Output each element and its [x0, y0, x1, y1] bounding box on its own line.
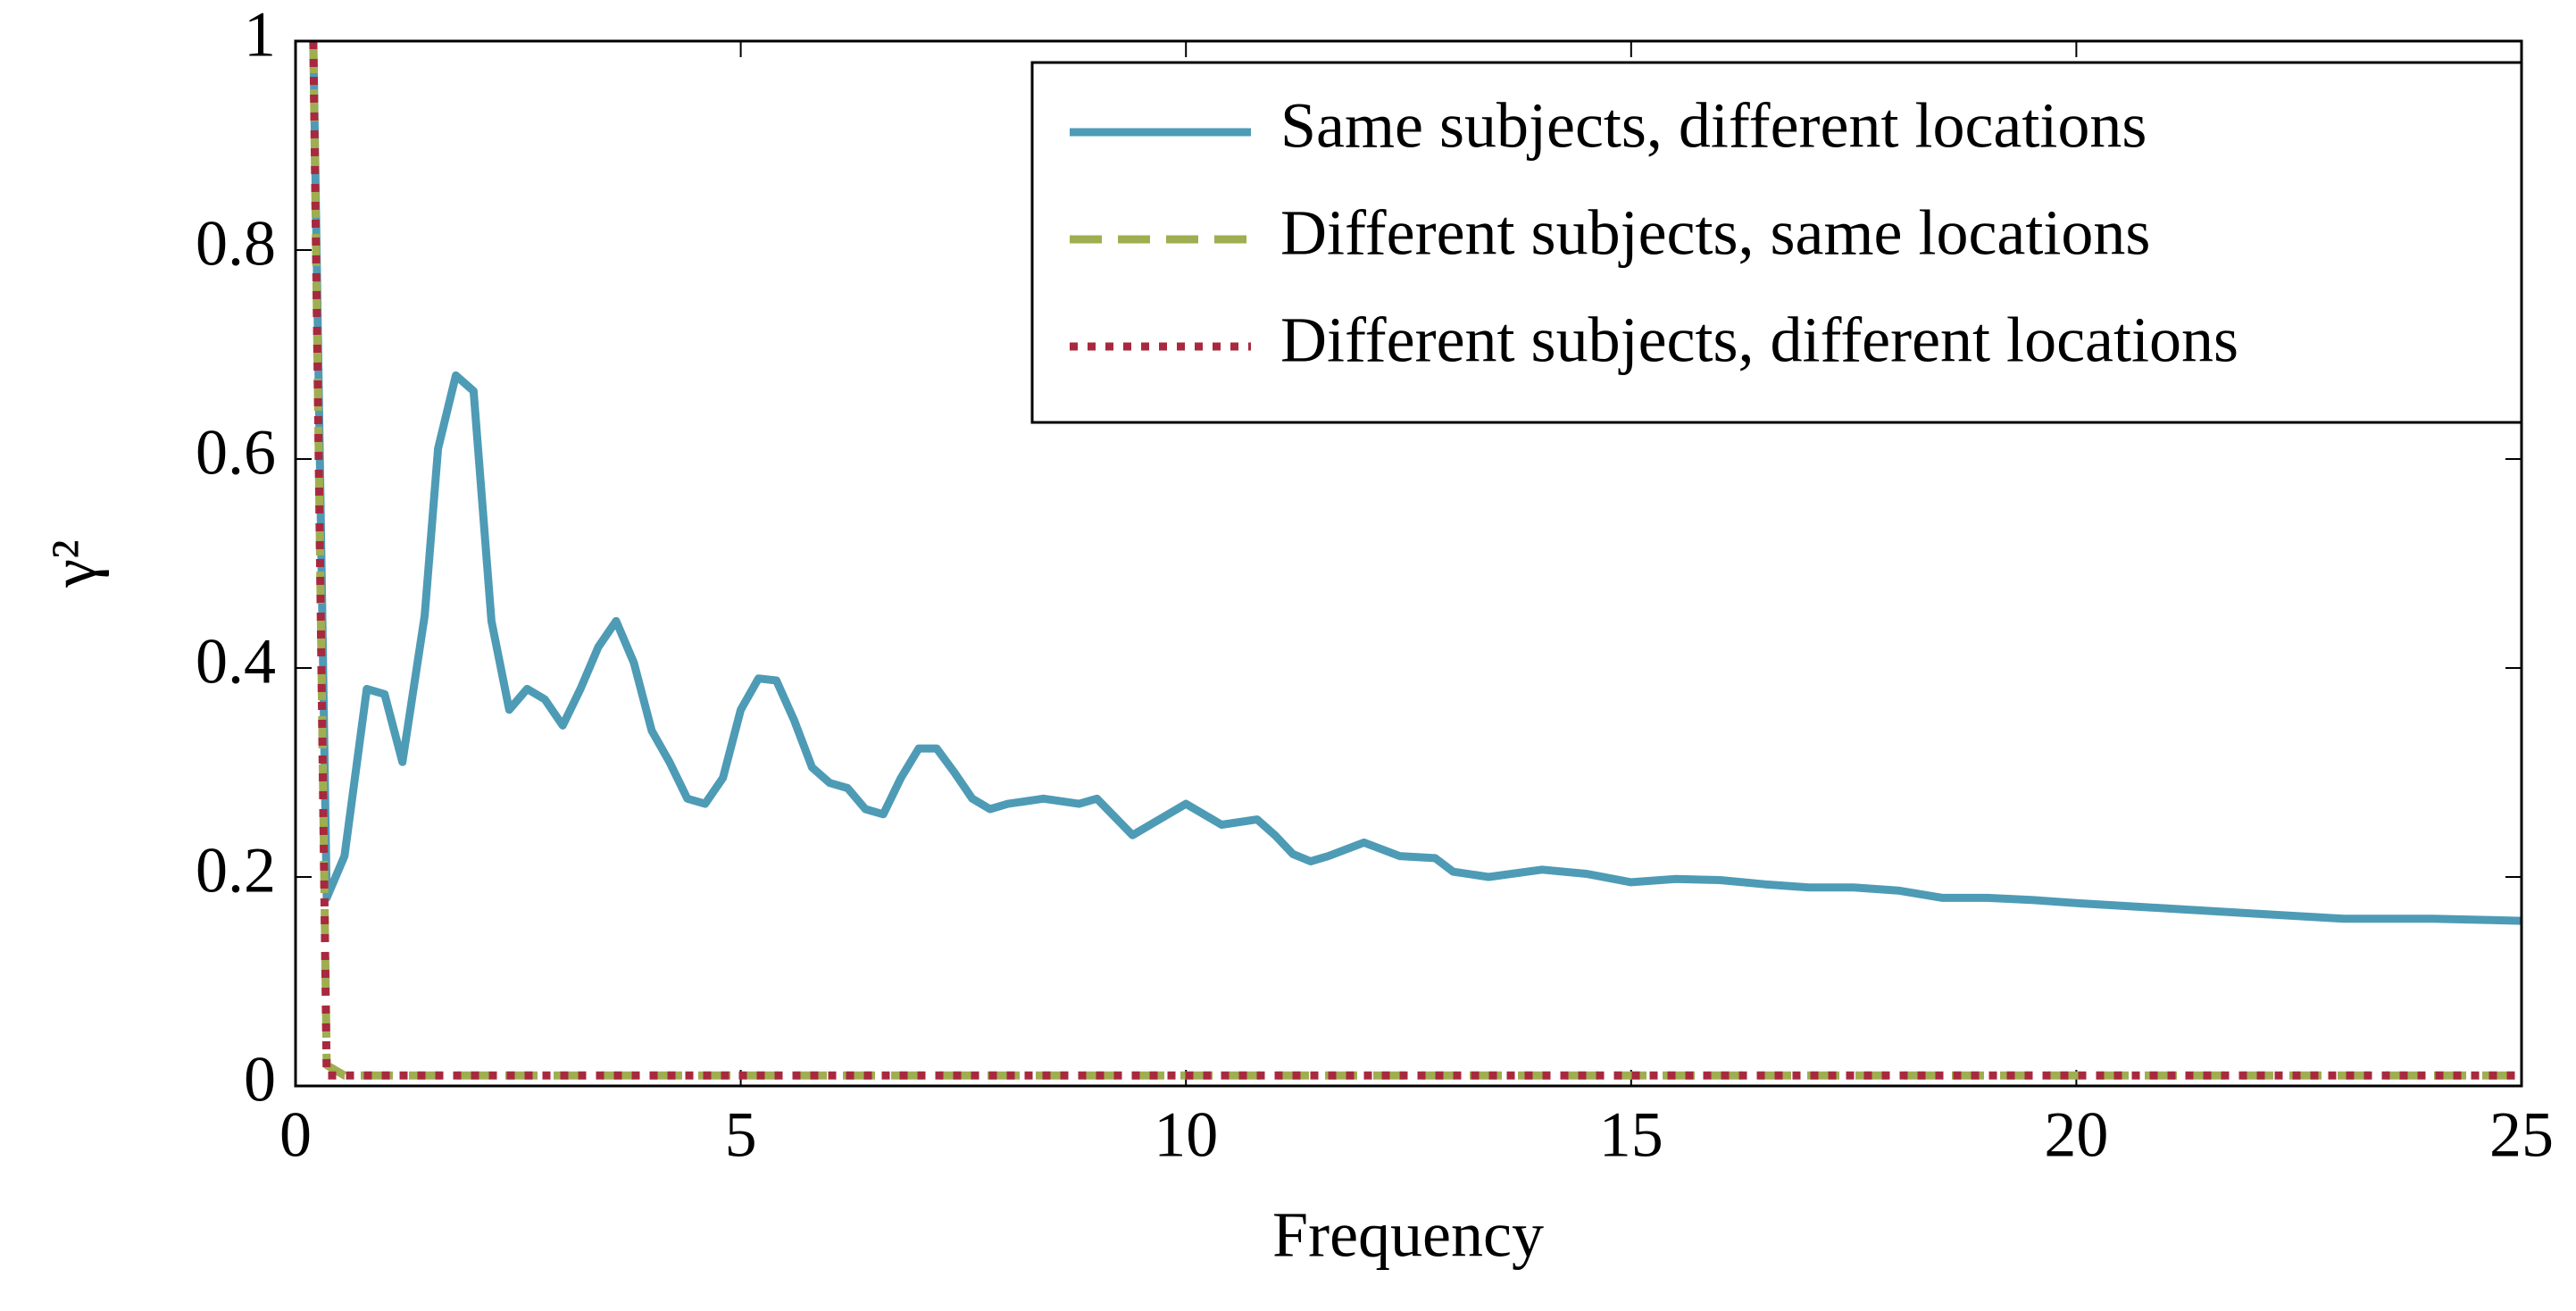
x-axis-label: Frequency: [1272, 1199, 1544, 1271]
legend-label: Same subjects, different locations: [1280, 90, 2147, 162]
plot-frame: [294, 39, 2523, 1088]
x-tick-label: 0: [279, 1099, 312, 1171]
y-tick-label: 0.8: [196, 208, 276, 280]
y-axis-label: γ²: [38, 539, 110, 588]
y-tick-label: 0.6: [196, 417, 276, 488]
y-tick-label: 0.4: [196, 626, 276, 697]
y-tick-label: 1: [244, 0, 276, 71]
x-tick-label: 10: [1154, 1099, 1218, 1171]
series-line: [309, 41, 2522, 1080]
y-tick-label: 0.2: [196, 835, 276, 906]
legend-box: [1030, 61, 2523, 424]
x-tick-label: 5: [725, 1099, 757, 1171]
x-tick-label: 15: [1599, 1099, 1663, 1171]
legend-label: Different subjects, same locations: [1280, 197, 2150, 269]
series-line: [309, 41, 2522, 925]
x-tick-label: 20: [2044, 1099, 2108, 1171]
legend-label: Different subjects, different locations: [1280, 305, 2238, 376]
series-line: [309, 41, 2522, 1080]
x-tick-label: 25: [2489, 1099, 2554, 1171]
y-tick-label: 0: [244, 1044, 276, 1115]
plot-area: [309, 41, 2522, 1080]
